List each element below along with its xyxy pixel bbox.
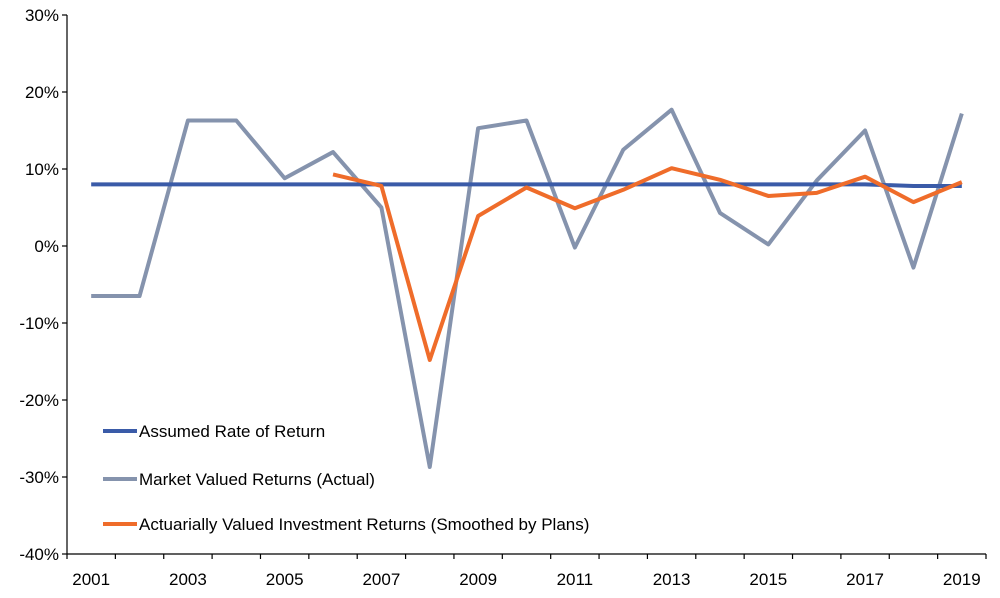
x-tick-label: 2003	[169, 570, 207, 589]
x-tick-label: 2019	[943, 570, 981, 589]
y-tick-label: 20%	[25, 83, 59, 102]
x-tick-label: 2005	[266, 570, 304, 589]
x-tick-label: 2013	[653, 570, 691, 589]
series-lines	[91, 107, 964, 469]
x-tick-label: 2017	[846, 570, 884, 589]
y-tick-label: -30%	[19, 468, 59, 487]
y-tick-label: -40%	[19, 545, 59, 564]
y-axis: 30% 20% 10% 0% -10% -20% -30% -40%	[19, 6, 68, 564]
legend: Assumed Rate of Return Market Valued Retu…	[103, 422, 589, 534]
x-tick-label: 2009	[459, 570, 497, 589]
legend-label-1: Market Valued Returns (Actual)	[139, 470, 375, 489]
series-line-1	[91, 107, 964, 469]
x-tick-label: 2015	[749, 570, 787, 589]
x-tick-label: 2001	[72, 570, 110, 589]
legend-label-2: Actuarially Valued Investment Returns (S…	[139, 515, 589, 534]
x-axis: 2001 2003 2005 2007 2009 2011 2013 2015 2017 2019	[66, 553, 987, 589]
x-tick-label: 2011	[557, 570, 594, 589]
y-tick-label: -10%	[19, 314, 59, 333]
y-tick-label: 30%	[25, 6, 59, 25]
series-line-0	[91, 182, 962, 188]
legend-label-0: Assumed Rate of Return	[139, 422, 325, 441]
series-line-2	[332, 166, 963, 362]
x-tick-label: 2007	[362, 570, 400, 589]
y-tick-label: 0%	[34, 237, 59, 256]
y-tick-label: 10%	[25, 160, 59, 179]
y-tick-label: -20%	[19, 391, 59, 410]
